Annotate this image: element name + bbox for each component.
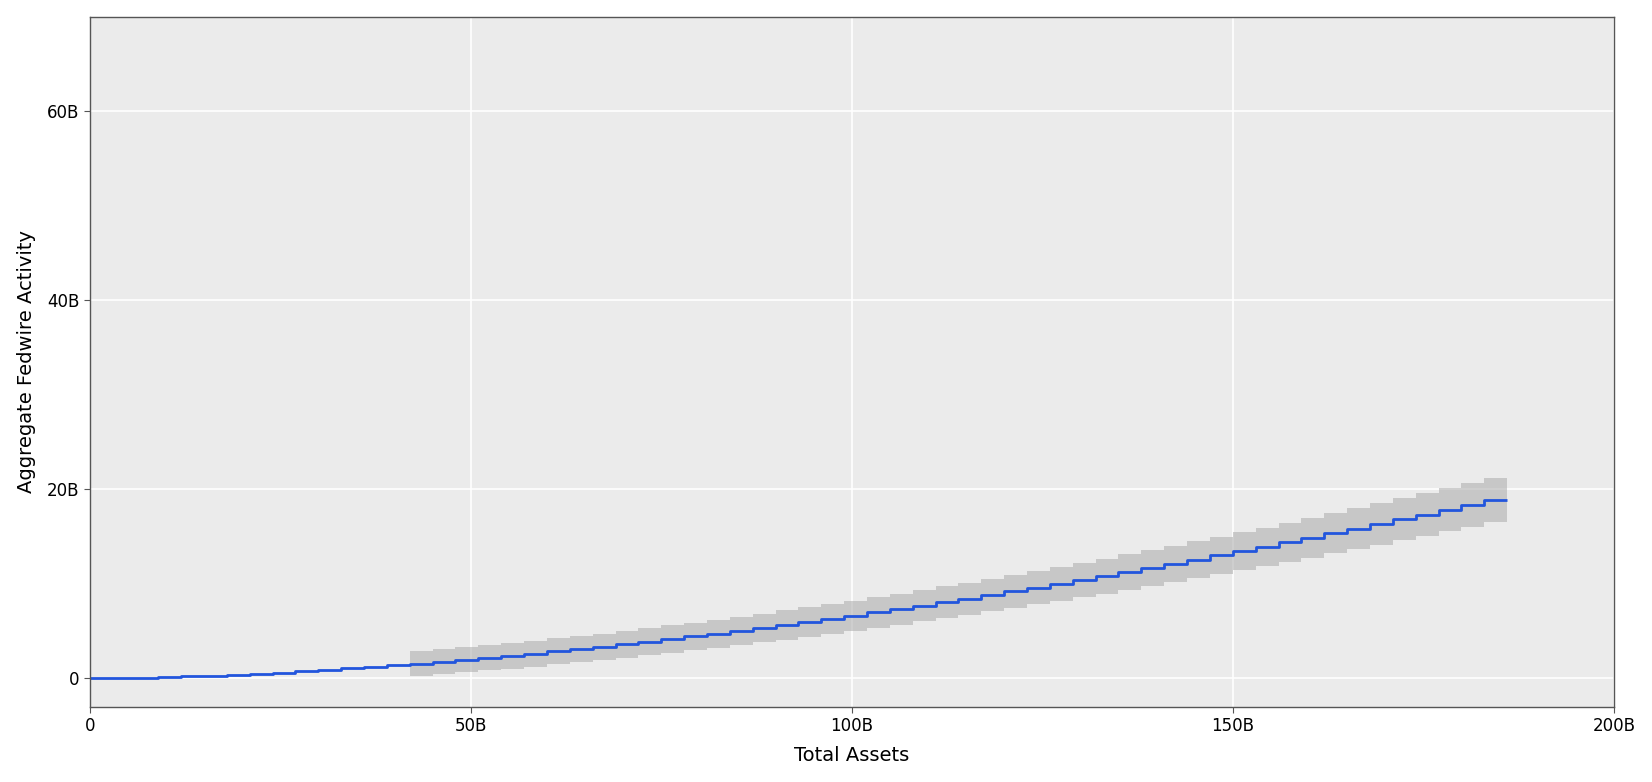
X-axis label: Total Assets: Total Assets	[795, 746, 909, 766]
Y-axis label: Aggregate Fedwire Activity: Aggregate Fedwire Activity	[17, 230, 36, 493]
